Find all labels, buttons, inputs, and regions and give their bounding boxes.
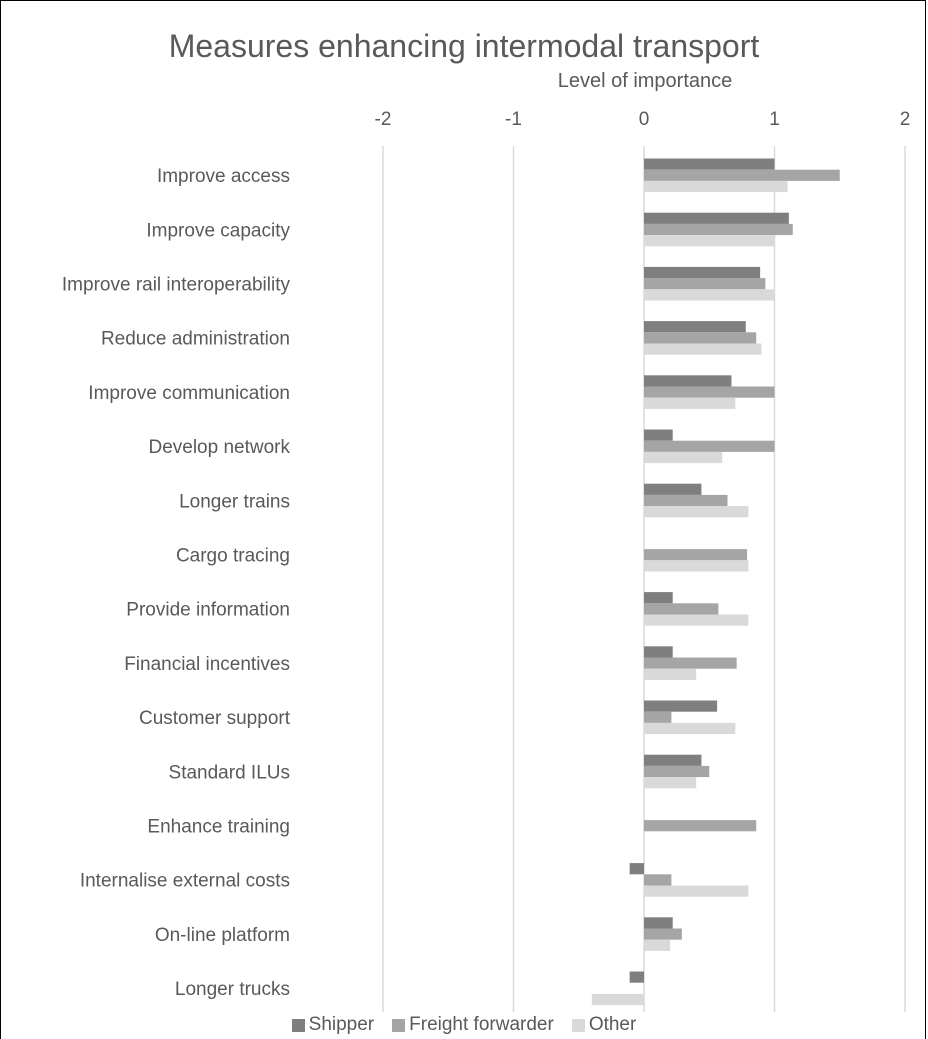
category-label: Standard ILUs bbox=[169, 762, 290, 783]
bar-freight-forwarder bbox=[644, 711, 672, 723]
category-label: Longer trucks bbox=[175, 979, 290, 1000]
bar-freight-forwarder bbox=[644, 494, 728, 507]
category-label: Reduce administration bbox=[101, 329, 290, 350]
category-label: Provide information bbox=[126, 600, 290, 621]
category-label: Improve access bbox=[157, 166, 290, 187]
bar-shipper bbox=[644, 212, 789, 224]
category-label: Financial incentives bbox=[124, 654, 290, 675]
legend-item: Other bbox=[571, 1014, 637, 1036]
legend-item: Shipper bbox=[291, 1014, 375, 1036]
bar-other bbox=[644, 451, 723, 464]
category-label: Longer trains bbox=[179, 491, 290, 512]
bar-shipper bbox=[644, 375, 732, 387]
bar-freight-forwarder bbox=[644, 549, 748, 561]
x-tick-label: 1 bbox=[769, 109, 780, 130]
bar-freight-forwarder bbox=[644, 169, 840, 181]
legend-item: Freight forwarder bbox=[392, 1014, 554, 1036]
bar-other bbox=[644, 885, 749, 897]
bar-shipper bbox=[644, 158, 775, 170]
category-label: On-line platform bbox=[155, 925, 290, 946]
chart-title: Measures enhancing intermodal transport bbox=[168, 28, 760, 64]
bar-other bbox=[644, 668, 697, 680]
category-label: Improve capacity bbox=[146, 220, 290, 241]
category-label: Internalise external costs bbox=[80, 871, 290, 892]
bar-other bbox=[644, 506, 749, 518]
bar-shipper bbox=[644, 917, 673, 929]
legend-swatch bbox=[392, 1018, 406, 1032]
x-tick-label: -1 bbox=[505, 109, 522, 130]
bar-shipper bbox=[644, 429, 673, 441]
bar-shipper bbox=[644, 483, 702, 495]
bar-freight-forwarder bbox=[644, 386, 775, 398]
category-label: Improve communication bbox=[88, 383, 290, 404]
bar-freight-forwarder bbox=[644, 332, 757, 344]
x-tick-label: 2 bbox=[900, 109, 911, 130]
bar-shipper bbox=[644, 592, 673, 604]
category-label: Enhance training bbox=[147, 817, 290, 838]
bar-shipper bbox=[644, 700, 718, 712]
bar-other bbox=[644, 777, 697, 789]
category-label: Customer support bbox=[139, 708, 291, 729]
bar-other bbox=[644, 560, 749, 572]
bar-other bbox=[644, 343, 762, 355]
bar-other bbox=[644, 180, 788, 193]
legend-swatch bbox=[291, 1018, 305, 1032]
legend-label: Freight forwarder bbox=[409, 1014, 554, 1035]
bar-other bbox=[644, 397, 736, 409]
bar-shipper bbox=[644, 646, 673, 658]
chart-legend: Shipper Freight forwarder Other bbox=[0, 1012, 928, 1038]
bar-shipper bbox=[644, 754, 702, 766]
bar-freight-forwarder bbox=[644, 820, 757, 832]
bar-shipper bbox=[629, 971, 644, 983]
bar-shipper bbox=[644, 321, 746, 333]
x-axis-label: Level of importance bbox=[557, 70, 733, 92]
category-label: Develop network bbox=[148, 437, 290, 458]
bar-freight-forwarder bbox=[644, 223, 793, 236]
bar-other bbox=[644, 722, 736, 735]
legend-label: Shipper bbox=[308, 1014, 375, 1035]
bar-other bbox=[591, 993, 644, 1006]
bar-freight-forwarder bbox=[644, 440, 775, 452]
bar-freight-forwarder bbox=[644, 278, 766, 290]
bar-other bbox=[644, 235, 775, 247]
bar-freight-forwarder bbox=[644, 657, 737, 669]
bar-freight-forwarder bbox=[644, 765, 710, 778]
category-label: Cargo tracing bbox=[176, 546, 290, 567]
bar-shipper bbox=[644, 266, 761, 279]
bar-other bbox=[644, 614, 749, 626]
bar-other bbox=[644, 939, 671, 951]
bar-freight-forwarder bbox=[644, 874, 672, 886]
bar-other bbox=[644, 289, 775, 301]
bar-shipper bbox=[629, 863, 644, 875]
legend-swatch bbox=[571, 1018, 585, 1032]
x-tick-label: 0 bbox=[639, 109, 650, 130]
bar-freight-forwarder bbox=[644, 603, 719, 615]
bar-freight-forwarder bbox=[644, 928, 682, 940]
category-label: Improve rail interoperability bbox=[62, 275, 291, 296]
x-tick-label: -2 bbox=[375, 109, 392, 130]
legend-label: Other bbox=[588, 1014, 637, 1035]
